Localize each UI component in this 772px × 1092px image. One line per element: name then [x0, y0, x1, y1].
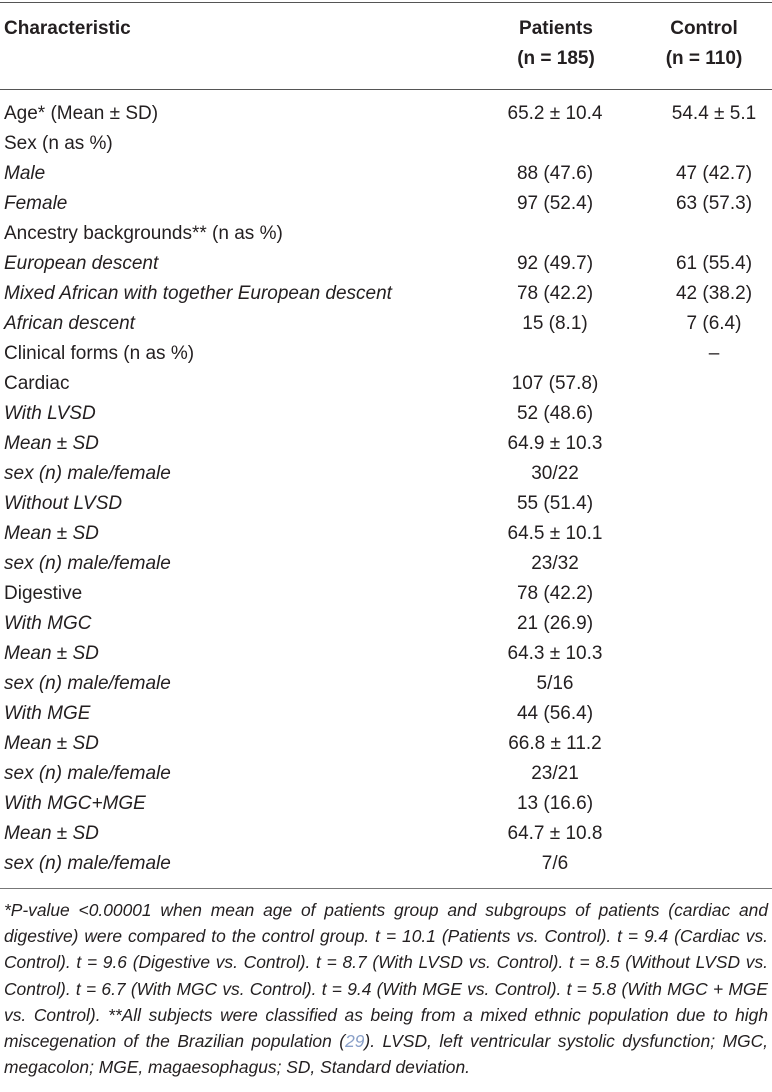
row-label: Mean ± SD: [4, 823, 99, 844]
control-value: 7 (6.4): [686, 313, 742, 334]
table-row: With MGC+MGE 13 (16.6): [0, 789, 772, 819]
header-control-n: (n = 110): [665, 48, 743, 69]
row-label: Male: [4, 163, 46, 184]
row-label: Sex (n as %): [4, 133, 113, 154]
table-row: African descent 15 (8.1) 7 (6.4): [0, 309, 772, 339]
patients-value: 92 (49.7): [516, 253, 594, 274]
table-row: With LVSD 52 (48.6): [0, 399, 772, 429]
table-row: Cardiac 107 (57.8): [0, 369, 772, 399]
row-label: Cardiac: [4, 373, 70, 394]
table-row: Mean ± SD 64.7 ± 10.8: [0, 819, 772, 849]
header-patients-label: Patients: [519, 18, 593, 39]
row-label: Mean ± SD: [4, 733, 99, 754]
table-row: Ancestry backgrounds** (n as %): [0, 219, 772, 249]
table-footnote: *P-value <0.00001 when mean age of patie…: [4, 897, 768, 1080]
table-row: sex (n) male/female 7/6: [0, 849, 772, 879]
footnote-text-end: ). LVSD, left ventricular systolic dysfu…: [4, 1031, 768, 1078]
control-value: 63 (57.3): [675, 193, 753, 214]
patients-value: 55 (51.4): [516, 493, 594, 514]
patients-value: 30/22: [531, 463, 579, 484]
patients-value: 21 (26.9): [516, 613, 594, 634]
row-label: Mean ± SD: [4, 523, 99, 544]
control-value: 54.4 ± 5.1: [671, 103, 757, 124]
table-row: Age* (Mean ± SD) 65.2 ± 10.4 54.4 ± 5.1: [0, 99, 772, 129]
patients-value: 52 (48.6): [516, 403, 594, 424]
header-rule: [0, 89, 772, 90]
table-row: Sex (n as %): [0, 129, 772, 159]
row-label: Mean ± SD: [4, 643, 99, 664]
row-label: Clinical forms (n as %): [4, 343, 195, 364]
control-value: 61 (55.4): [675, 253, 753, 274]
patients-value: 44 (56.4): [516, 703, 594, 724]
row-label: With MGC+MGE: [4, 793, 146, 814]
patients-value: 78 (42.2): [516, 583, 594, 604]
table-row: Male 88 (47.6) 47 (42.7): [0, 159, 772, 189]
patients-value: 5/16: [536, 673, 574, 694]
table-row: Mean ± SD 64.3 ± 10.3: [0, 639, 772, 669]
patients-value: 23/32: [531, 553, 579, 574]
table-row: sex (n) male/female 23/21: [0, 759, 772, 789]
table-row: Mean ± SD 66.8 ± 11.2: [0, 729, 772, 759]
row-label: With LVSD: [4, 403, 96, 424]
patients-value: 64.7 ± 10.8: [507, 823, 603, 844]
table-row: Without LVSD 55 (51.4): [0, 489, 772, 519]
patients-value: 23/21: [531, 763, 579, 784]
table-bottom-rule: [0, 888, 772, 889]
patients-value: 15 (8.1): [522, 313, 588, 334]
table-body: Age* (Mean ± SD) 65.2 ± 10.4 54.4 ± 5.1 Sex…: [0, 99, 772, 879]
table-row: European descent 92 (49.7) 61 (55.4): [0, 249, 772, 279]
table-row: Female 97 (52.4) 63 (57.3): [0, 189, 772, 219]
table-row: Mean ± SD 64.9 ± 10.3: [0, 429, 772, 459]
row-label: sex (n) male/female: [4, 463, 171, 484]
row-label: African descent: [4, 313, 135, 334]
header-patients: Patients (n = 185): [486, 14, 626, 74]
reference-link[interactable]: 29: [345, 1031, 365, 1052]
row-label: Female: [4, 193, 68, 214]
control-value: 47 (42.7): [675, 163, 753, 184]
row-label: sex (n) male/female: [4, 763, 171, 784]
patients-value: 66.8 ± 11.2: [508, 733, 602, 754]
row-label: Age* (Mean ± SD): [4, 103, 159, 124]
table-row: Digestive 78 (42.2): [0, 579, 772, 609]
table-row: sex (n) male/female 30/22: [0, 459, 772, 489]
header-patients-n: (n = 185): [517, 48, 595, 69]
table-row: Mean ± SD 64.5 ± 10.1: [0, 519, 772, 549]
patients-value: 107 (57.8): [511, 373, 599, 394]
patients-value: 7/6: [541, 853, 569, 874]
row-label: With MGC: [4, 613, 92, 634]
row-label: Digestive: [4, 583, 83, 604]
header-control: Control (n = 110): [634, 14, 772, 74]
row-label: Ancestry backgrounds** (n as %): [4, 223, 283, 244]
patients-value: 65.2 ± 10.4: [507, 103, 603, 124]
row-label: sex (n) male/female: [4, 553, 171, 574]
header-control-label: Control: [670, 18, 738, 39]
table-row: Clinical forms (n as %) –: [0, 339, 772, 369]
patients-value: 13 (16.6): [516, 793, 594, 814]
patients-value: 97 (52.4): [516, 193, 594, 214]
patients-value: 78 (42.2): [516, 283, 594, 304]
row-label: sex (n) male/female: [4, 673, 171, 694]
control-value: –: [708, 343, 720, 364]
row-label: With MGE: [4, 703, 91, 724]
table-row: sex (n) male/female 5/16: [0, 669, 772, 699]
header-characteristic: Characteristic: [4, 18, 131, 39]
row-label: Mixed African with together European des…: [4, 283, 392, 304]
table-row: With MGC 21 (26.9): [0, 609, 772, 639]
footnote-text: *P-value <0.00001 when mean age of patie…: [4, 900, 768, 1052]
control-value: 42 (38.2): [675, 283, 753, 304]
patients-value: 64.5 ± 10.1: [507, 523, 603, 544]
row-label: Mean ± SD: [4, 433, 99, 454]
patients-value: 64.3 ± 10.3: [507, 643, 603, 664]
table-row: With MGE 44 (56.4): [0, 699, 772, 729]
table-top-rule: [0, 2, 772, 3]
row-label: sex (n) male/female: [4, 853, 171, 874]
patients-value: 88 (47.6): [516, 163, 594, 184]
row-label: Without LVSD: [4, 493, 123, 514]
table-row: sex (n) male/female 23/32: [0, 549, 772, 579]
row-label: European descent: [4, 253, 159, 274]
patients-value: 64.9 ± 10.3: [507, 433, 603, 454]
table-row: Mixed African with together European des…: [0, 279, 772, 309]
